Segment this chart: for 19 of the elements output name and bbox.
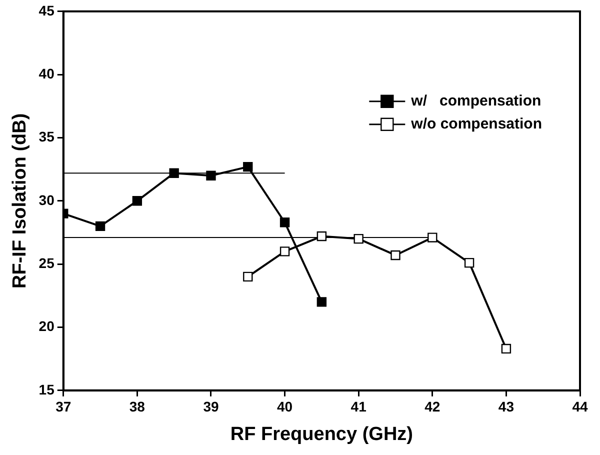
x-tick-label: 39 — [203, 398, 219, 415]
y-tick-label: 35 — [38, 128, 55, 145]
y-tick-label: 20 — [38, 318, 55, 334]
y-tick-label: 15 — [38, 381, 55, 398]
x-tick-label: 44 — [572, 398, 588, 415]
x-tick-label: 43 — [498, 398, 514, 415]
y-tick-label: 45 — [38, 2, 55, 18]
x-tick-label: 41 — [350, 398, 367, 415]
y-axis-title: RF-IF Isolation (dB) — [10, 113, 31, 288]
legend-label: w/o compensation — [410, 116, 542, 133]
x-tick-label: 37 — [56, 398, 72, 415]
y-tick-label: 30 — [38, 192, 55, 208]
x-tick-label: 40 — [276, 398, 293, 415]
y-tick-label: 25 — [38, 254, 55, 271]
x-axis-title: RF Frequency (GHz) — [230, 424, 413, 445]
legend-label: w/ compensation — [410, 92, 542, 110]
y-tick-label: 40 — [38, 65, 55, 82]
x-tick-label: 38 — [129, 398, 146, 415]
x-tick-label: 42 — [424, 398, 440, 415]
